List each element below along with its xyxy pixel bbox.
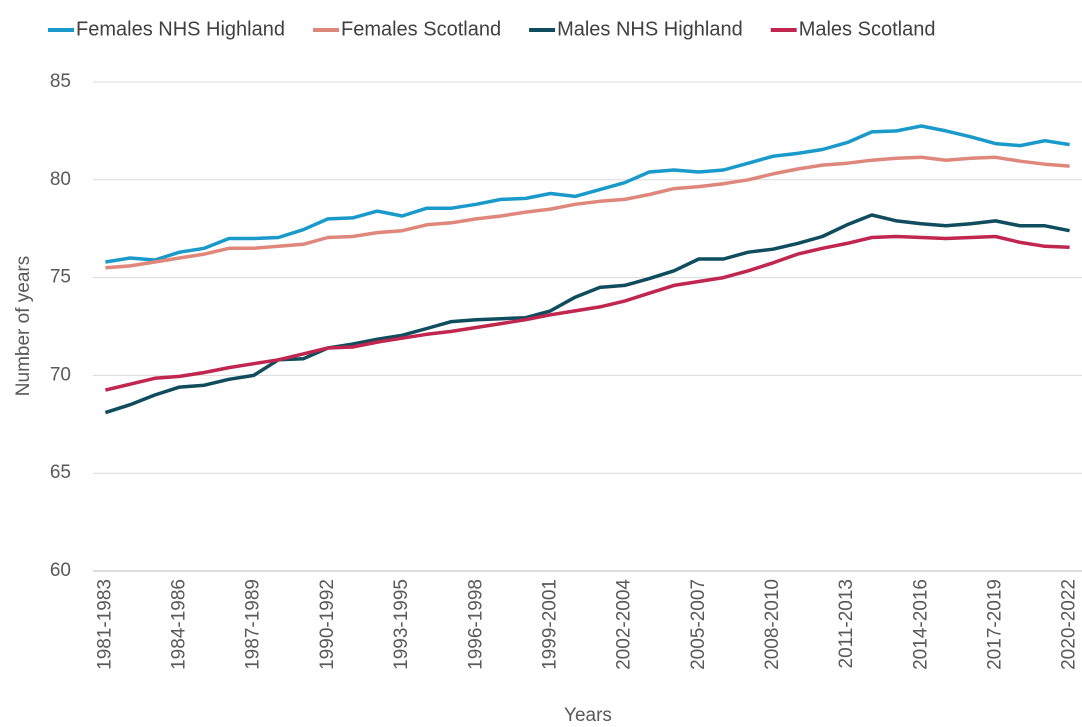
x-tick-label: 1993-1995: [391, 579, 412, 670]
x-tick-label: 1996-1998: [465, 579, 486, 670]
series-line: [104, 234, 1070, 392]
x-tick-label: 2008-2010: [762, 579, 783, 670]
legend-label: Males NHS Highland: [557, 18, 743, 40]
x-tick-label: 2011-2013: [836, 579, 857, 668]
x-axis-label: Years: [564, 705, 612, 726]
legend: Females NHS Highland Females Scotland Male…: [48, 18, 935, 40]
y-tick-label: 70: [50, 364, 71, 385]
series-line: [105, 124, 1070, 264]
x-tick-label: 2020-2022: [1059, 579, 1080, 670]
x-tick-label: 1999-2001: [539, 579, 560, 670]
y-axis-label: Number of years: [13, 256, 34, 396]
y-tick-label: 85: [50, 71, 71, 92]
series-line: [105, 155, 1070, 270]
series-line: [104, 213, 1070, 415]
y-tick-label: 60: [50, 560, 71, 581]
x-tick-label: 2005-2007: [688, 579, 709, 670]
legend-label: Males Scotland: [799, 18, 936, 40]
y-tick-label: 65: [50, 462, 71, 483]
x-tick-label: 2017-2019: [984, 579, 1005, 670]
y-tick-label: 80: [50, 169, 71, 190]
legend-label: Females Scotland: [341, 18, 501, 40]
x-tick-label: 1990-1992: [317, 579, 338, 670]
x-tick-label: 1981-1983: [94, 579, 115, 670]
x-tick-label: 1987-1989: [243, 579, 264, 670]
y-tick-label: 75: [50, 267, 71, 288]
x-tick-label: 2002-2004: [614, 579, 635, 670]
x-tick-label: 2014-2016: [910, 579, 931, 670]
legend-label: Females NHS Highland: [76, 18, 285, 40]
x-tick-label: 1984-1986: [169, 579, 190, 670]
